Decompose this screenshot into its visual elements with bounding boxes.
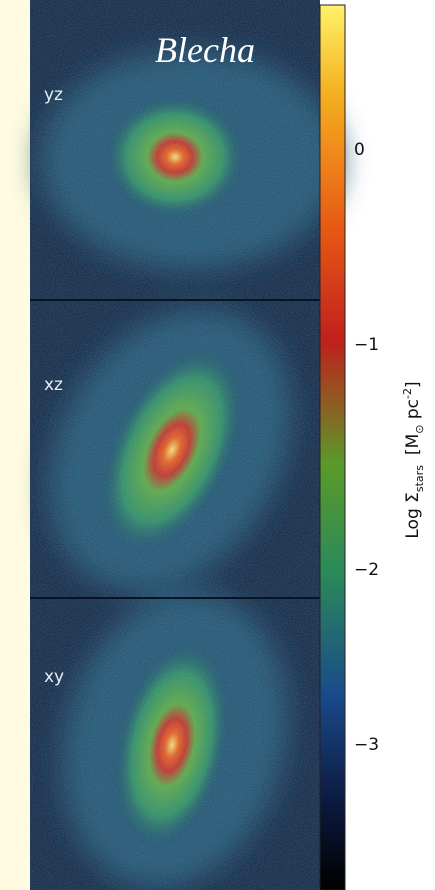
- label-part: ⊙: [413, 425, 426, 434]
- figure: Blecha yz xz xy 0 −1 −2 −3 Log Σstars [M⊙…: [0, 0, 435, 890]
- panel-label: yz: [44, 85, 63, 105]
- label-part: Log Σ: [403, 492, 423, 539]
- title: Blecha: [155, 30, 255, 70]
- colorbar-tick: −2: [354, 560, 379, 580]
- side-strip: [0, 0, 30, 890]
- label-part: [M: [403, 434, 423, 455]
- colorbar: [320, 5, 345, 890]
- label-part: pc: [403, 399, 423, 425]
- noise: [30, 0, 320, 890]
- label-part: ]: [403, 381, 423, 388]
- label-part: stars: [413, 465, 426, 492]
- colorbar-label: Log Σstars [M⊙ pc-2]: [401, 381, 426, 538]
- colorbar-tick: −1: [354, 335, 379, 355]
- page: {"figure": {"title": "Blecha", "panels":…: [0, 0, 435, 890]
- colorbar-tick: 0: [354, 140, 365, 160]
- label-part: -2: [401, 388, 414, 399]
- panel-label: xy: [44, 667, 64, 687]
- colorbar-tick: −3: [354, 735, 379, 755]
- panel-label: xz: [44, 375, 63, 395]
